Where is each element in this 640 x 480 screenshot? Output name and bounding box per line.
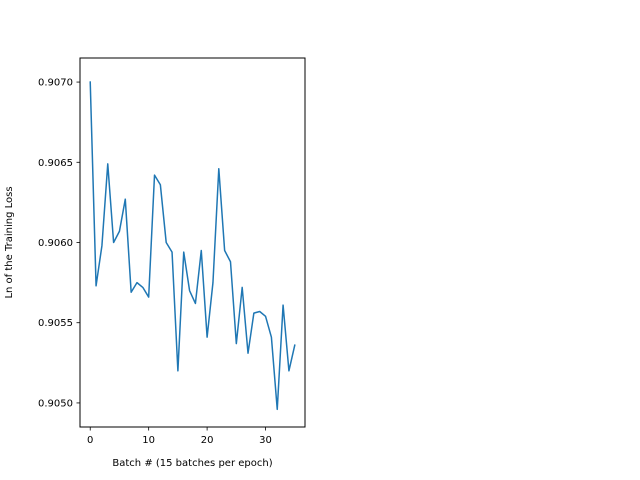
- x-axis-ticks: 0 10 20 30: [87, 427, 272, 446]
- x-axis-label: Batch # (15 batches per epoch): [112, 458, 272, 469]
- y-tick-label: 0.9050: [38, 398, 73, 409]
- y-tick-label: 0.9060: [38, 238, 73, 249]
- plot-frame: [79, 57, 306, 428]
- plot-area: [80, 58, 305, 427]
- y-tick-label: 0.9055: [38, 318, 73, 329]
- x-tick-label: 30: [259, 435, 272, 446]
- x-tick-label: 0: [87, 435, 93, 446]
- y-tick-label: 0.9070: [38, 78, 73, 89]
- series-layer: [89, 81, 296, 411]
- x-tick-label: 20: [201, 435, 214, 446]
- y-tick-label: 0.9065: [38, 158, 73, 169]
- y-axis-ticks: 0.9050 0.9055 0.9060 0.9065 0.9070: [38, 78, 80, 409]
- x-tick-label: 10: [142, 435, 155, 446]
- series-line-0: [89, 81, 296, 411]
- y-axis-label: Ln of the Training Loss: [4, 186, 15, 298]
